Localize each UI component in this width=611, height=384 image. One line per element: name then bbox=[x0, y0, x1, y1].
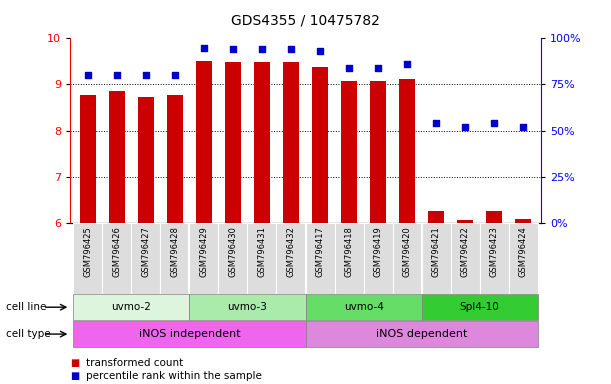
Text: GSM796428: GSM796428 bbox=[170, 226, 179, 277]
Text: ■: ■ bbox=[70, 358, 79, 368]
Point bbox=[373, 65, 383, 71]
Bar bbox=[283, 62, 299, 223]
Point bbox=[489, 120, 499, 126]
Point bbox=[286, 46, 296, 53]
Text: GSM796425: GSM796425 bbox=[83, 226, 92, 277]
Text: GSM796422: GSM796422 bbox=[461, 226, 470, 277]
Point bbox=[460, 124, 470, 130]
Point bbox=[315, 48, 325, 55]
Point bbox=[228, 46, 238, 53]
Text: GSM796426: GSM796426 bbox=[112, 226, 121, 277]
Bar bbox=[486, 211, 502, 223]
Bar bbox=[196, 61, 212, 223]
Point bbox=[518, 124, 528, 130]
Bar bbox=[312, 67, 328, 223]
FancyBboxPatch shape bbox=[189, 294, 306, 320]
Text: uvmo-4: uvmo-4 bbox=[343, 302, 384, 312]
FancyBboxPatch shape bbox=[247, 223, 276, 294]
FancyBboxPatch shape bbox=[306, 223, 335, 294]
FancyBboxPatch shape bbox=[335, 223, 364, 294]
FancyBboxPatch shape bbox=[422, 223, 451, 294]
Point bbox=[112, 72, 122, 78]
Bar bbox=[341, 81, 357, 223]
Text: GSM796417: GSM796417 bbox=[315, 226, 324, 277]
Text: GSM796423: GSM796423 bbox=[490, 226, 499, 277]
FancyBboxPatch shape bbox=[509, 223, 538, 294]
Point bbox=[199, 45, 209, 51]
Text: transformed count: transformed count bbox=[86, 358, 183, 368]
Bar bbox=[254, 62, 270, 223]
Bar bbox=[138, 98, 154, 223]
Bar bbox=[428, 211, 444, 223]
FancyBboxPatch shape bbox=[131, 223, 160, 294]
Text: GSM796419: GSM796419 bbox=[373, 226, 382, 277]
FancyBboxPatch shape bbox=[276, 223, 306, 294]
Point bbox=[83, 72, 93, 78]
FancyBboxPatch shape bbox=[306, 294, 422, 320]
Text: Spl4-10: Spl4-10 bbox=[460, 302, 500, 312]
Bar bbox=[457, 220, 473, 223]
FancyBboxPatch shape bbox=[451, 223, 480, 294]
FancyBboxPatch shape bbox=[102, 223, 131, 294]
FancyBboxPatch shape bbox=[218, 223, 247, 294]
Point bbox=[344, 65, 354, 71]
FancyBboxPatch shape bbox=[73, 294, 189, 320]
FancyBboxPatch shape bbox=[422, 294, 538, 320]
Text: uvmo-2: uvmo-2 bbox=[111, 302, 151, 312]
Text: uvmo-3: uvmo-3 bbox=[227, 302, 268, 312]
Bar bbox=[515, 219, 532, 223]
Bar bbox=[79, 94, 96, 223]
Point bbox=[431, 120, 441, 126]
Point bbox=[170, 72, 180, 78]
Point bbox=[257, 46, 267, 53]
Text: GSM796421: GSM796421 bbox=[432, 226, 441, 277]
Bar bbox=[399, 79, 415, 223]
FancyBboxPatch shape bbox=[73, 321, 306, 347]
Bar bbox=[370, 81, 386, 223]
Text: GSM796431: GSM796431 bbox=[257, 226, 266, 277]
Text: iNOS dependent: iNOS dependent bbox=[376, 329, 467, 339]
Text: GSM796430: GSM796430 bbox=[229, 226, 238, 277]
Text: percentile rank within the sample: percentile rank within the sample bbox=[86, 371, 262, 381]
FancyBboxPatch shape bbox=[393, 223, 422, 294]
Text: GDS4355 / 10475782: GDS4355 / 10475782 bbox=[231, 13, 380, 27]
Text: GSM796420: GSM796420 bbox=[403, 226, 412, 277]
Text: cell line: cell line bbox=[6, 302, 46, 312]
Text: GSM796432: GSM796432 bbox=[287, 226, 296, 277]
Text: iNOS independent: iNOS independent bbox=[139, 329, 240, 339]
FancyBboxPatch shape bbox=[73, 223, 102, 294]
Point bbox=[141, 72, 151, 78]
FancyBboxPatch shape bbox=[480, 223, 509, 294]
FancyBboxPatch shape bbox=[306, 321, 538, 347]
Text: GSM796429: GSM796429 bbox=[199, 226, 208, 277]
Text: ■: ■ bbox=[70, 371, 79, 381]
Text: GSM796427: GSM796427 bbox=[141, 226, 150, 277]
FancyBboxPatch shape bbox=[364, 223, 393, 294]
Bar bbox=[167, 94, 183, 223]
Point bbox=[402, 61, 412, 67]
Text: GSM796424: GSM796424 bbox=[519, 226, 528, 277]
Bar bbox=[225, 62, 241, 223]
Bar bbox=[109, 91, 125, 223]
Text: GSM796418: GSM796418 bbox=[345, 226, 354, 277]
FancyBboxPatch shape bbox=[160, 223, 189, 294]
Text: cell type: cell type bbox=[6, 329, 51, 339]
FancyBboxPatch shape bbox=[189, 223, 218, 294]
